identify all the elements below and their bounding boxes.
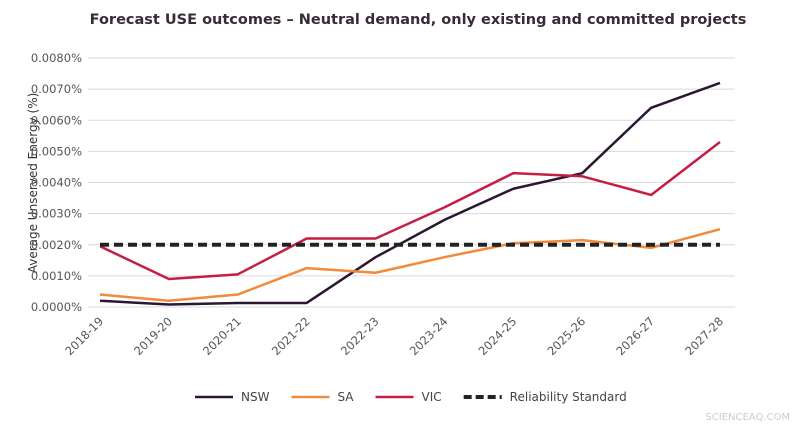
y-tick-label: 0.0080% xyxy=(31,51,82,65)
y-axis-label: Average Unserved Energy (%) xyxy=(26,93,40,274)
chart-title: Forecast USE outcomes – Neutral demand, … xyxy=(90,12,747,28)
y-tick-label: 0.0010% xyxy=(31,269,82,283)
y-tick-label: 0.0060% xyxy=(31,113,82,127)
legend-label: NSW xyxy=(241,390,270,404)
x-tick-label: 2019-20 xyxy=(131,314,175,358)
x-tick-label: 2021-22 xyxy=(269,314,313,358)
legend-label: VIC xyxy=(422,390,442,404)
series-line-sa xyxy=(99,227,721,303)
x-tick-label: 2018-19 xyxy=(62,314,106,358)
y-tick-label: 0.0030% xyxy=(31,207,82,221)
series-line-vic xyxy=(99,141,721,281)
y-tick-label: 0.0040% xyxy=(31,176,82,190)
y-tick-label: 0.0020% xyxy=(31,238,82,252)
x-tick-label: 2024-25 xyxy=(476,314,520,358)
y-tick-label: 0.0000% xyxy=(31,300,82,314)
series-line-nsw xyxy=(99,81,721,306)
x-tick-label: 2020-21 xyxy=(200,314,244,358)
x-tick-label: 2025-26 xyxy=(544,314,588,358)
watermark: SCIENCEAQ.COM xyxy=(705,412,790,423)
x-tick-label: 2026-27 xyxy=(613,314,657,358)
legend-label: Reliability Standard xyxy=(510,390,627,404)
y-tick-label: 0.0070% xyxy=(31,82,82,96)
legend-label: SA xyxy=(337,390,354,404)
x-tick-label: 2022-23 xyxy=(338,314,382,358)
y-tick-label: 0.0050% xyxy=(31,144,82,158)
x-tick-label: 2023-24 xyxy=(407,314,451,358)
x-tick-label: 2027-28 xyxy=(682,314,726,358)
